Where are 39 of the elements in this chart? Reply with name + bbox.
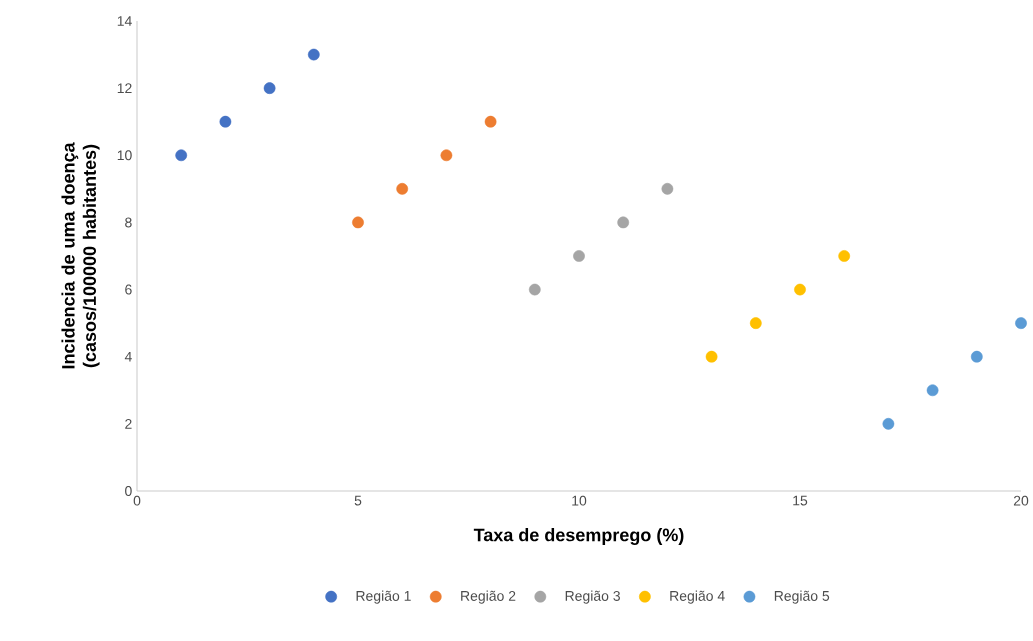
- point: [573, 250, 585, 262]
- point: [263, 82, 276, 94]
- y-axis-title: Incidencia de uma doença (casos/100000 habitantes): [61, 142, 100, 369]
- y-tick-label: 14: [117, 16, 132, 26]
- y-tick-label: 0: [125, 486, 132, 496]
- y-tick-label: 8: [125, 217, 132, 228]
- x-axis-title: Taxa de desemprego (%): [473, 528, 684, 545]
- y-tick-label: 12: [117, 83, 132, 94]
- point: [617, 216, 630, 229]
- x-tick-label: 10: [572, 495, 587, 506]
- point: [352, 216, 364, 229]
- y-tick-label: 2: [125, 418, 132, 429]
- y-tick-label: 4: [124, 351, 132, 362]
- point: [882, 417, 895, 430]
- x-tick-label: 0: [133, 495, 141, 506]
- x-tick-label: 20: [1013, 495, 1029, 506]
- point: [794, 283, 806, 296]
- legend-label: Região 5: [774, 590, 830, 604]
- point: [396, 182, 409, 195]
- y-tick-label: 6: [125, 284, 132, 295]
- point: [749, 317, 762, 329]
- x-tick-label: 15: [793, 495, 808, 506]
- point: [484, 115, 497, 128]
- point: [661, 182, 674, 195]
- point: [528, 283, 541, 296]
- point: [440, 149, 453, 162]
- point: [219, 115, 232, 128]
- point: [970, 350, 983, 363]
- point: [838, 250, 851, 262]
- x-tick-label: 5: [354, 495, 362, 506]
- point: [705, 350, 718, 363]
- point: [307, 48, 320, 61]
- y-tick-label: 10: [117, 150, 132, 161]
- legend-label: Região 2: [461, 590, 516, 604]
- legend-label: Região 1: [356, 590, 411, 604]
- point: [926, 384, 939, 397]
- legend-label: Região 3: [565, 590, 620, 604]
- legend-label: Região 4: [670, 590, 725, 604]
- point: [175, 149, 188, 162]
